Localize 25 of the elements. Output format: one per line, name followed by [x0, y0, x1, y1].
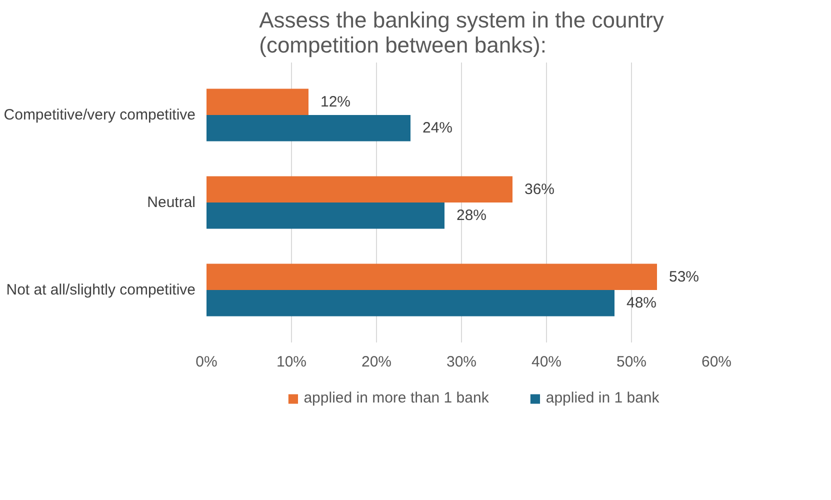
y-tick-label: Neutral — [147, 194, 196, 211]
data-label: 28% — [456, 207, 487, 224]
bar — [206, 264, 657, 290]
x-tick-label: 40% — [531, 354, 562, 370]
legend-label: applied in 1 bank — [546, 390, 660, 406]
x-tick-label: 30% — [446, 354, 477, 370]
data-label: 12% — [320, 93, 351, 110]
bar — [206, 88, 308, 115]
x-tick-label: 50% — [616, 354, 647, 370]
data-label: 24% — [422, 120, 453, 137]
legend-label: applied in more than 1 bank — [304, 390, 489, 406]
y-tick-label: Competitive/very competitive — [4, 106, 196, 124]
x-tick-label: 10% — [276, 354, 307, 370]
bar — [206, 176, 512, 202]
bar — [206, 115, 410, 142]
y-tick-label: Not at all/slightly competitive — [6, 282, 196, 298]
x-tick-label: 20% — [361, 354, 392, 370]
data-label: 36% — [524, 180, 555, 198]
x-tick-label: 60% — [701, 354, 732, 370]
chart-title: Assess the banking system in the country (competition between banks): — [259, 8, 664, 58]
data-label: 48% — [626, 294, 657, 312]
bar — [206, 290, 614, 316]
data-label: 53% — [669, 268, 700, 286]
x-tick-label: 0% — [196, 354, 218, 370]
bar — [206, 202, 444, 229]
